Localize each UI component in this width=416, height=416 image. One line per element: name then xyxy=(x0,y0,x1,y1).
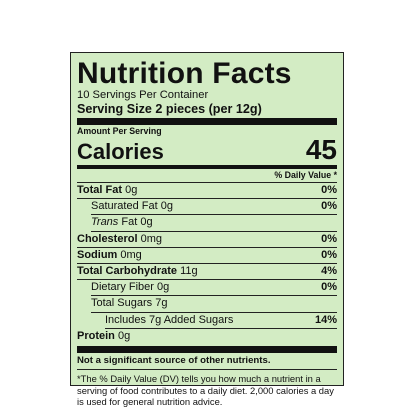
nutrient-dv: 14% xyxy=(314,313,337,326)
nutrient-dv: 4% xyxy=(321,265,337,278)
nutrient-amount: 0mg xyxy=(120,248,142,261)
nutrient-name: Total Fat xyxy=(77,184,123,196)
nutrient-amount: 0g xyxy=(140,216,153,229)
divider-thick xyxy=(77,118,337,125)
calories-row: Calories 45 xyxy=(77,134,337,165)
nutrient-row-cholesterol: Cholesterol 0mg 0% xyxy=(77,232,337,248)
nutrient-row-total-fat: Total Fat 0g 0% xyxy=(77,183,337,200)
nutrient-name: Total Sugars xyxy=(91,297,153,310)
nutrient-amount: 0g xyxy=(157,281,170,294)
nutrient-amount: 7g xyxy=(155,297,168,310)
nutrient-name: Trans xyxy=(91,216,119,229)
divider-medium xyxy=(77,165,337,169)
nutrient-row-total-sugars: Total Sugars 7g xyxy=(91,296,337,313)
nutrient-amount: 0g xyxy=(117,329,131,342)
nutrition-facts-label: Nutrition Facts 10 Servings Per Containe… xyxy=(70,52,344,407)
nutrient-amount: 0g xyxy=(160,200,173,213)
serving-size-text: Serving Size 2 pieces (per 12g) xyxy=(77,102,262,116)
nutrient-name: Protein xyxy=(77,329,115,342)
nutrient-dv: 0% xyxy=(321,184,337,196)
nutrient-name: Dietary Fiber xyxy=(91,281,154,294)
nutrient-row-trans-fat: Trans Fat 0g xyxy=(91,215,337,232)
nutrient-row-protein: Protein 0g xyxy=(77,329,337,344)
nutrient-name: Saturated Fat xyxy=(91,200,158,213)
calories-value: 45 xyxy=(305,134,337,165)
daily-value-footnote: *The % Daily Value (DV) tells you how mu… xyxy=(77,373,334,408)
nutrient-dv: 0% xyxy=(321,248,337,261)
not-significant-note: Not a significant source of other nutrie… xyxy=(77,355,337,371)
nutrient-amount: 11g xyxy=(180,265,198,278)
daily-value-header: % Daily Value * xyxy=(77,169,337,183)
divider-thick-bottom xyxy=(77,346,337,354)
nutrient-dv: 0% xyxy=(321,232,337,245)
nutrient-dv: 0% xyxy=(321,200,337,213)
label-title: Nutrition Facts xyxy=(77,57,292,90)
nutrient-name-suffix: Fat xyxy=(121,216,138,229)
nutrient-amount: 0g xyxy=(125,184,138,196)
nutrient-row-dietary-fiber: Dietary Fiber 0g 0% xyxy=(91,280,337,297)
nutrient-row-sodium: Sodium 0mg 0% xyxy=(77,248,337,265)
amount-per-serving: Amount Per Serving xyxy=(77,126,162,136)
calories-label: Calories xyxy=(77,139,164,164)
nutrient-row-total-carbohydrate: Total Carbohydrate 11g 4% xyxy=(77,264,337,281)
servings-per-container: 10 Servings Per Container xyxy=(77,89,209,101)
nutrient-name: Total Carbohydrate xyxy=(77,265,178,278)
nutrient-row-added-sugars: Includes 7g Added Sugars 14% xyxy=(105,313,337,329)
serving-size: Serving Size 2 pieces (per 12g) xyxy=(77,102,337,117)
nutrient-amount: 0mg xyxy=(140,232,162,245)
nutrient-name: Cholesterol xyxy=(77,232,138,245)
nutrient-dv: 0% xyxy=(321,281,337,294)
nutrient-row-saturated-fat: Saturated Fat 0g 0% xyxy=(91,199,337,216)
nutrient-name: Includes 7g Added Sugars xyxy=(105,313,234,326)
nutrient-name: Sodium xyxy=(77,248,118,261)
